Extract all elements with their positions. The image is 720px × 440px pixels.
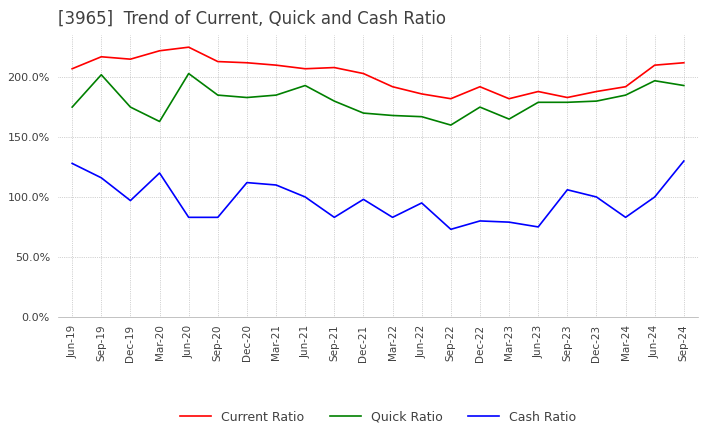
Current Ratio (271, 62, 280, 68)
Quick Ratio (271, 92, 280, 98)
Quick Ratio (156, 119, 164, 124)
Cash Ratio (563, 187, 572, 192)
Cash Ratio (592, 194, 600, 200)
Quick Ratio (388, 113, 397, 118)
Current Ratio (592, 89, 600, 94)
Quick Ratio (213, 92, 222, 98)
Quick Ratio (97, 72, 106, 77)
Current Ratio (476, 84, 485, 89)
Line: Current Ratio: Current Ratio (72, 47, 684, 99)
Quick Ratio (68, 104, 76, 110)
Quick Ratio (330, 99, 338, 104)
Current Ratio (650, 62, 659, 68)
Line: Cash Ratio: Cash Ratio (72, 161, 684, 229)
Cash Ratio (476, 218, 485, 224)
Current Ratio (680, 60, 688, 66)
Cash Ratio (505, 220, 513, 225)
Current Ratio (359, 71, 368, 76)
Current Ratio (563, 95, 572, 100)
Cash Ratio (621, 215, 630, 220)
Cash Ratio (184, 215, 193, 220)
Cash Ratio (418, 200, 426, 205)
Quick Ratio (563, 100, 572, 105)
Quick Ratio (534, 100, 543, 105)
Quick Ratio (505, 117, 513, 122)
Quick Ratio (650, 78, 659, 83)
Legend: Current Ratio, Quick Ratio, Cash Ratio: Current Ratio, Quick Ratio, Cash Ratio (175, 406, 581, 429)
Cash Ratio (68, 161, 76, 166)
Current Ratio (68, 66, 76, 71)
Current Ratio (388, 84, 397, 89)
Cash Ratio (301, 194, 310, 200)
Quick Ratio (184, 71, 193, 76)
Current Ratio (330, 65, 338, 70)
Cash Ratio (156, 170, 164, 176)
Current Ratio (301, 66, 310, 71)
Cash Ratio (243, 180, 251, 185)
Quick Ratio (359, 110, 368, 116)
Cash Ratio (359, 197, 368, 202)
Quick Ratio (446, 122, 455, 128)
Cash Ratio (534, 224, 543, 230)
Cash Ratio (388, 215, 397, 220)
Current Ratio (184, 44, 193, 50)
Cash Ratio (650, 194, 659, 200)
Current Ratio (213, 59, 222, 64)
Quick Ratio (301, 83, 310, 88)
Quick Ratio (126, 104, 135, 110)
Current Ratio (126, 56, 135, 62)
Current Ratio (621, 84, 630, 89)
Current Ratio (446, 96, 455, 101)
Cash Ratio (271, 182, 280, 187)
Current Ratio (97, 54, 106, 59)
Current Ratio (418, 91, 426, 96)
Quick Ratio (476, 104, 485, 110)
Quick Ratio (418, 114, 426, 119)
Current Ratio (534, 89, 543, 94)
Line: Quick Ratio: Quick Ratio (72, 73, 684, 125)
Quick Ratio (243, 95, 251, 100)
Cash Ratio (680, 158, 688, 164)
Cash Ratio (126, 198, 135, 203)
Quick Ratio (592, 99, 600, 104)
Text: [3965]  Trend of Current, Quick and Cash Ratio: [3965] Trend of Current, Quick and Cash … (58, 10, 446, 28)
Cash Ratio (97, 175, 106, 180)
Quick Ratio (621, 92, 630, 98)
Cash Ratio (446, 227, 455, 232)
Cash Ratio (330, 215, 338, 220)
Cash Ratio (213, 215, 222, 220)
Quick Ratio (680, 83, 688, 88)
Current Ratio (156, 48, 164, 53)
Current Ratio (505, 96, 513, 101)
Current Ratio (243, 60, 251, 66)
